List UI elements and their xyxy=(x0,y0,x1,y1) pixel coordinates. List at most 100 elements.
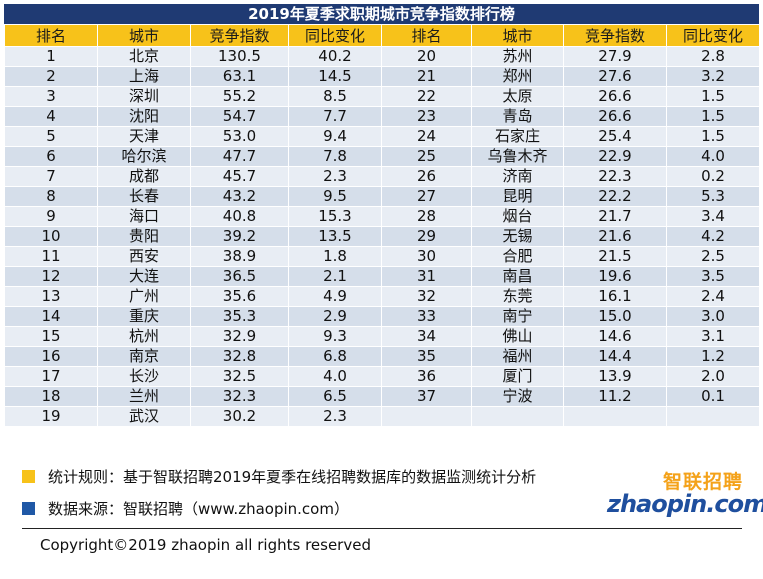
left-rank-cell: 14 xyxy=(4,306,98,327)
table-row: 5 天津 53.0 9.4 24 石家庄 25.4 1.5 xyxy=(4,126,760,147)
left-change-cell: 4.9 xyxy=(288,286,382,307)
ranking-body: 1 北京 130.5 40.2 20 苏州 27.9 2.8 2 上海 63.1 14.5 21 郑州 27… xyxy=(4,46,760,427)
table-row: 3 深圳 55.2 8.5 22 太原 26.6 1.5 xyxy=(4,86,760,107)
right-city-cell: 昆明 xyxy=(471,186,564,207)
left-index-cell: 35.6 xyxy=(190,286,289,307)
yellow-square-icon xyxy=(22,470,35,483)
left-city-cell: 大连 xyxy=(97,266,191,287)
right-rank-cell: 34 xyxy=(381,326,472,347)
blue-square-icon xyxy=(22,502,35,515)
right-rank-cell: 23 xyxy=(381,106,472,127)
right-change-cell: 1.5 xyxy=(666,126,760,147)
table-row: 10 贵阳 39.2 13.5 29 无锡 21.6 4.2 xyxy=(4,226,760,247)
right-city-cell: 合肥 xyxy=(471,246,564,267)
right-change-cell: 1.2 xyxy=(666,346,760,367)
left-index-cell: 35.3 xyxy=(190,306,289,327)
left-change-cell: 2.1 xyxy=(288,266,382,287)
right-index-cell: 14.6 xyxy=(563,326,667,347)
right-rank-cell: 24 xyxy=(381,126,472,147)
right-city-cell: 郑州 xyxy=(471,66,564,87)
right-rank-cell: 22 xyxy=(381,86,472,107)
right-index-cell: 21.6 xyxy=(563,226,667,247)
left-change-cell: 6.8 xyxy=(288,346,382,367)
left-change-cell: 9.5 xyxy=(288,186,382,207)
left-change-cell: 9.3 xyxy=(288,326,382,347)
copyright-text: Copyright©2019 zhaopin all rights reserv… xyxy=(40,536,371,554)
table-row: 2 上海 63.1 14.5 21 郑州 27.6 3.2 xyxy=(4,66,760,87)
left-city-cell: 兰州 xyxy=(97,386,191,407)
left-change-cell: 2.3 xyxy=(288,166,382,187)
left-index-cell: 38.9 xyxy=(190,246,289,267)
left-city-cell: 北京 xyxy=(97,46,191,67)
right-rank-cell: 28 xyxy=(381,206,472,227)
right-rank-cell: 31 xyxy=(381,266,472,287)
left-index-cell: 40.8 xyxy=(190,206,289,227)
right-city-cell: 乌鲁木齐 xyxy=(471,146,564,167)
left-city-cell: 海口 xyxy=(97,206,191,227)
left-index-cell: 45.7 xyxy=(190,166,289,187)
right-rank-cell: 37 xyxy=(381,386,472,407)
left-change-cell: 7.8 xyxy=(288,146,382,167)
right-city-cell: 福州 xyxy=(471,346,564,367)
table-row: 19 武汉 30.2 2.3 xyxy=(4,406,760,427)
left-rank-cell: 2 xyxy=(4,66,98,87)
right-index-cell: 22.9 xyxy=(563,146,667,167)
left-rank-cell: 9 xyxy=(4,206,98,227)
right-city-cell xyxy=(471,406,564,427)
right-rank-cell: 30 xyxy=(381,246,472,267)
table-row: 16 南京 32.8 6.8 35 福州 14.4 1.2 xyxy=(4,346,760,367)
divider-line xyxy=(22,528,742,529)
table-row: 4 沈阳 54.7 7.7 23 青岛 26.6 1.5 xyxy=(4,106,760,127)
left-change-cell: 9.4 xyxy=(288,126,382,147)
right-change-cell: 5.3 xyxy=(666,186,760,207)
left-index-cell: 130.5 xyxy=(190,46,289,67)
right-rank-cell: 20 xyxy=(381,46,472,67)
left-city-cell: 哈尔滨 xyxy=(97,146,191,167)
right-index-cell: 27.6 xyxy=(563,66,667,87)
right-index-cell: 15.0 xyxy=(563,306,667,327)
left-city-cell: 南京 xyxy=(97,346,191,367)
right-city-cell: 石家庄 xyxy=(471,126,564,147)
right-index-cell xyxy=(563,406,667,427)
right-change-cell: 3.2 xyxy=(666,66,760,87)
left-change-cell: 8.5 xyxy=(288,86,382,107)
right-city-cell: 东莞 xyxy=(471,286,564,307)
right-city-cell: 无锡 xyxy=(471,226,564,247)
left-index-cell: 32.3 xyxy=(190,386,289,407)
left-change-cell: 4.0 xyxy=(288,366,382,387)
left-change-cell: 13.5 xyxy=(288,226,382,247)
left-rank-cell: 16 xyxy=(4,346,98,367)
left-change-cell: 2.9 xyxy=(288,306,382,327)
header-row: 排名 城市 竞争指数 同比变化 排名 城市 竞争指数 同比变化 xyxy=(4,24,760,47)
right-city-cell: 太原 xyxy=(471,86,564,107)
left-index-cell: 36.5 xyxy=(190,266,289,287)
table-row: 14 重庆 35.3 2.9 33 南宁 15.0 3.0 xyxy=(4,306,760,327)
left-rank-cell: 17 xyxy=(4,366,98,387)
right-change-cell: 1.5 xyxy=(666,86,760,107)
left-rank-cell: 7 xyxy=(4,166,98,187)
logo-en-text: zhaopin.com xyxy=(607,490,763,518)
right-index-cell: 19.6 xyxy=(563,266,667,287)
left-change-cell: 1.8 xyxy=(288,246,382,267)
table-row: 15 杭州 32.9 9.3 34 佛山 14.6 3.1 xyxy=(4,326,760,347)
right-city-cell: 济南 xyxy=(471,166,564,187)
left-rank-cell: 1 xyxy=(4,46,98,67)
left-city-cell: 深圳 xyxy=(97,86,191,107)
left-index-cell: 63.1 xyxy=(190,66,289,87)
right-rank-cell: 32 xyxy=(381,286,472,307)
data-source-note: 数据来源：智联招聘（www.zhaopin.com） xyxy=(22,498,349,519)
header-city-left: 城市 xyxy=(97,24,191,47)
right-change-cell: 2.0 xyxy=(666,366,760,387)
left-index-cell: 43.2 xyxy=(190,186,289,207)
left-index-cell: 54.7 xyxy=(190,106,289,127)
left-index-cell: 32.8 xyxy=(190,346,289,367)
right-city-cell: 厦门 xyxy=(471,366,564,387)
right-city-cell: 佛山 xyxy=(471,326,564,347)
right-change-cell: 0.1 xyxy=(666,386,760,407)
header-city-right: 城市 xyxy=(471,24,564,47)
right-change-cell: 0.2 xyxy=(666,166,760,187)
right-change-cell: 3.1 xyxy=(666,326,760,347)
left-rank-cell: 10 xyxy=(4,226,98,247)
right-rank-cell: 29 xyxy=(381,226,472,247)
table-row: 8 长春 43.2 9.5 27 昆明 22.2 5.3 xyxy=(4,186,760,207)
